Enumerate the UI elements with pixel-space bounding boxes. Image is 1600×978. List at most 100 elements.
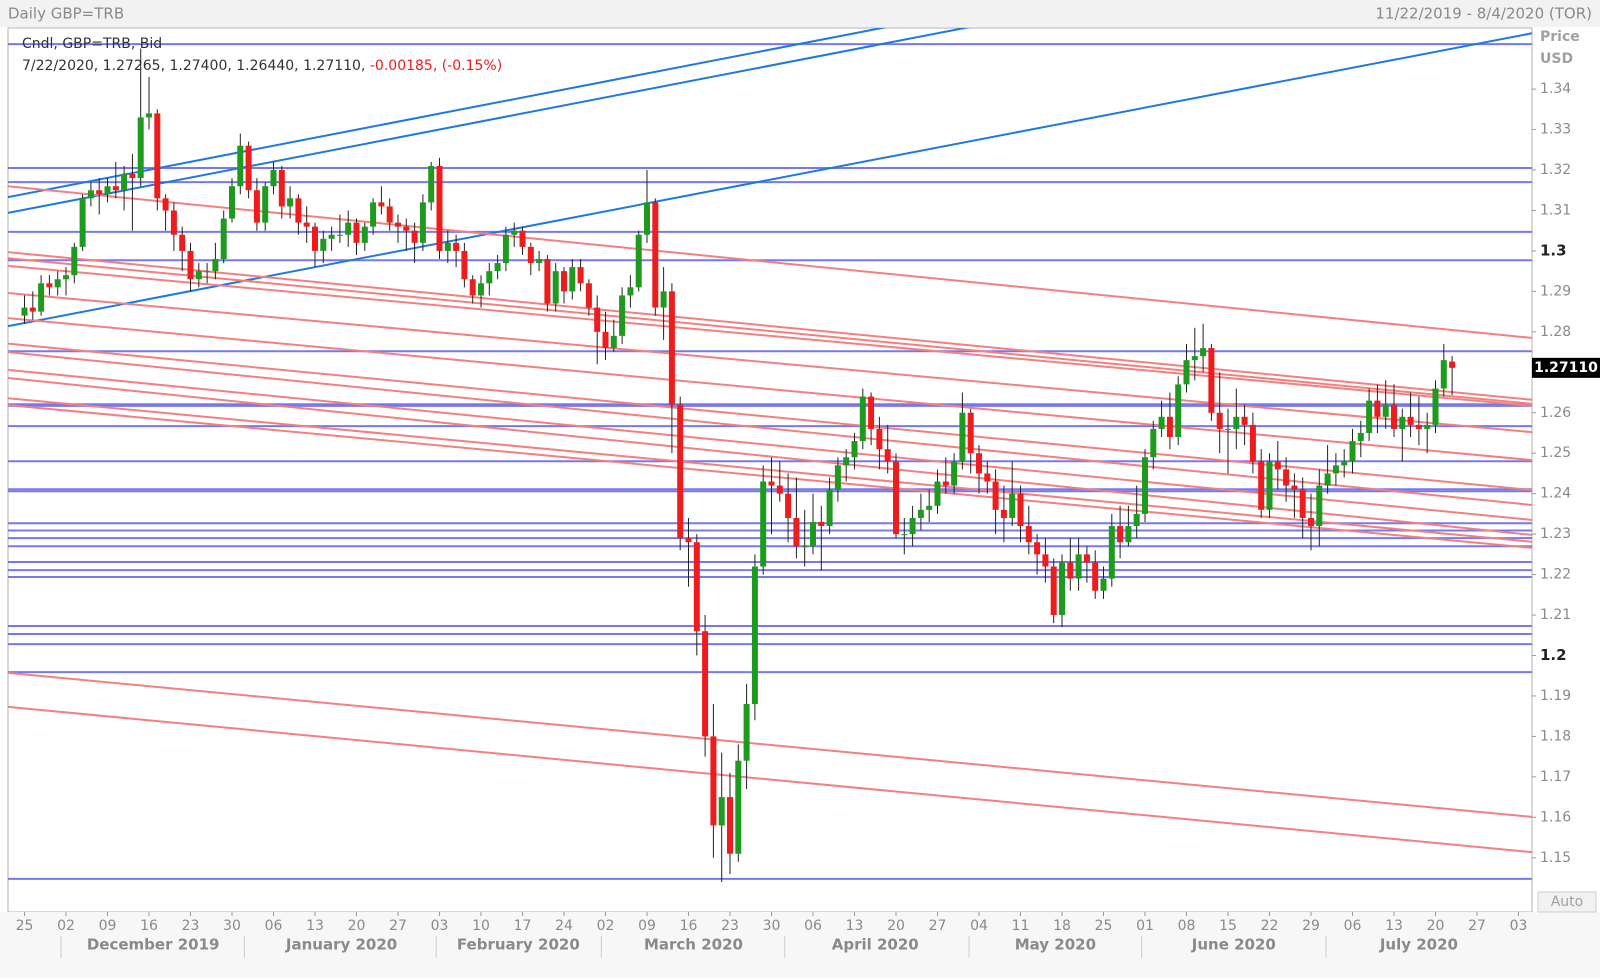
candle-body — [693, 542, 700, 632]
candle-body — [162, 198, 169, 211]
candle-body — [179, 234, 186, 251]
trendline — [8, 705, 1532, 854]
candle-body — [96, 190, 103, 195]
candle-body — [46, 283, 53, 288]
candle-body — [1200, 348, 1207, 357]
trendline — [8, 368, 1532, 521]
scale-mode[interactable]: Auto — [1551, 894, 1584, 910]
candle-body — [826, 489, 833, 527]
candle-body — [220, 218, 227, 260]
candle-body — [54, 279, 61, 288]
candle-body — [502, 234, 509, 264]
candle-body — [644, 202, 650, 235]
candle-body — [527, 246, 534, 264]
candle-body — [278, 170, 285, 207]
candle-body — [1125, 526, 1132, 543]
candle-body — [1233, 416, 1240, 429]
candle-body — [187, 250, 194, 280]
trendline — [8, 28, 888, 199]
trendline — [8, 251, 1532, 401]
range-label: 11/22/2019 - 8/4/2020 (TOR) — [1375, 5, 1592, 23]
candle-body — [411, 230, 418, 243]
scale-mode-box[interactable] — [1537, 891, 1597, 913]
candle-body — [743, 704, 750, 761]
candle-body — [511, 230, 518, 235]
candle-body — [1216, 412, 1223, 429]
candle-body — [87, 190, 94, 199]
x-tick-label: 09 — [638, 918, 656, 934]
y-tick-label: 1.3 — [1540, 241, 1567, 259]
x-tick-label: 16 — [680, 918, 698, 934]
candle-body — [884, 449, 891, 462]
candle-body — [859, 396, 866, 442]
x-tick-label: 23 — [182, 918, 200, 934]
last-price-label: 1.27110 — [1534, 360, 1598, 376]
x-tick-label: 11 — [1012, 918, 1030, 934]
candle-body — [992, 481, 999, 510]
candle-body — [129, 174, 136, 179]
candle-body — [195, 271, 202, 280]
candle-body — [1117, 526, 1124, 543]
candle-body — [801, 546, 808, 548]
axes: 1.15 1.16 1.17 1.18 1.19 1.2 1.21 1.22 1.23 1.24 1… — [16, 81, 1571, 958]
y-tick-label: 1.26 — [1540, 405, 1571, 421]
candle-body — [635, 234, 642, 288]
candle-body — [21, 307, 28, 316]
candle-body — [1034, 542, 1041, 555]
x-tick-label: 06 — [804, 918, 822, 934]
candle-body — [1440, 360, 1447, 389]
candle-body — [29, 307, 36, 312]
candle-body — [660, 291, 667, 308]
candle-body — [63, 275, 69, 280]
x-tick-label: 25 — [1095, 918, 1113, 934]
month-label: January 2020 — [285, 936, 397, 954]
trendline — [8, 28, 970, 214]
candle-body — [951, 461, 958, 486]
x-tick-label: 02 — [597, 918, 615, 934]
candle-body — [1399, 416, 1406, 429]
candle-body — [253, 190, 260, 223]
candle-body — [1092, 562, 1099, 591]
trendline — [8, 671, 1532, 818]
candle-body — [1415, 424, 1422, 429]
candle-body — [610, 335, 617, 349]
candle-body — [1349, 441, 1356, 462]
candle-body — [561, 271, 567, 292]
y-tick-label: 1.2 — [1540, 646, 1567, 664]
candle-body — [934, 481, 941, 506]
candle-body — [1407, 416, 1414, 425]
candle-body — [876, 428, 883, 450]
candle-body — [685, 538, 692, 543]
candle-body — [735, 760, 742, 854]
candle-body — [768, 481, 775, 486]
candle-body — [262, 186, 269, 223]
x-tick-label: 16 — [140, 918, 158, 934]
y-tick-label: 1.21 — [1540, 607, 1571, 623]
x-tick-label: 06 — [1344, 918, 1362, 934]
x-tick-label: 30 — [223, 918, 241, 934]
candle-body — [469, 279, 476, 296]
candle-body — [843, 457, 850, 466]
candle-body — [619, 295, 626, 336]
candle-body — [146, 113, 152, 118]
x-tick-label: 20 — [1427, 918, 1445, 934]
x-tick-label: 27 — [929, 918, 947, 934]
candle-body — [494, 263, 501, 272]
candle-body — [1150, 428, 1157, 458]
x-tick-label: 04 — [970, 918, 988, 934]
candle-body — [585, 283, 592, 308]
x-tick-label: 17 — [514, 918, 532, 934]
plot-area — [8, 28, 1532, 883]
candle-body — [1191, 356, 1198, 361]
candle-body — [1316, 485, 1323, 527]
candle-body — [1432, 388, 1439, 425]
candle-body — [1382, 404, 1389, 417]
candle-body — [851, 441, 858, 458]
candle-body — [395, 222, 401, 227]
candle-body — [1266, 461, 1273, 510]
x-tick-label: 25 — [16, 918, 34, 934]
candle-body — [486, 271, 493, 284]
month-label: February 2020 — [457, 936, 580, 954]
candle-body — [1000, 509, 1007, 518]
candle-body — [1175, 384, 1182, 438]
